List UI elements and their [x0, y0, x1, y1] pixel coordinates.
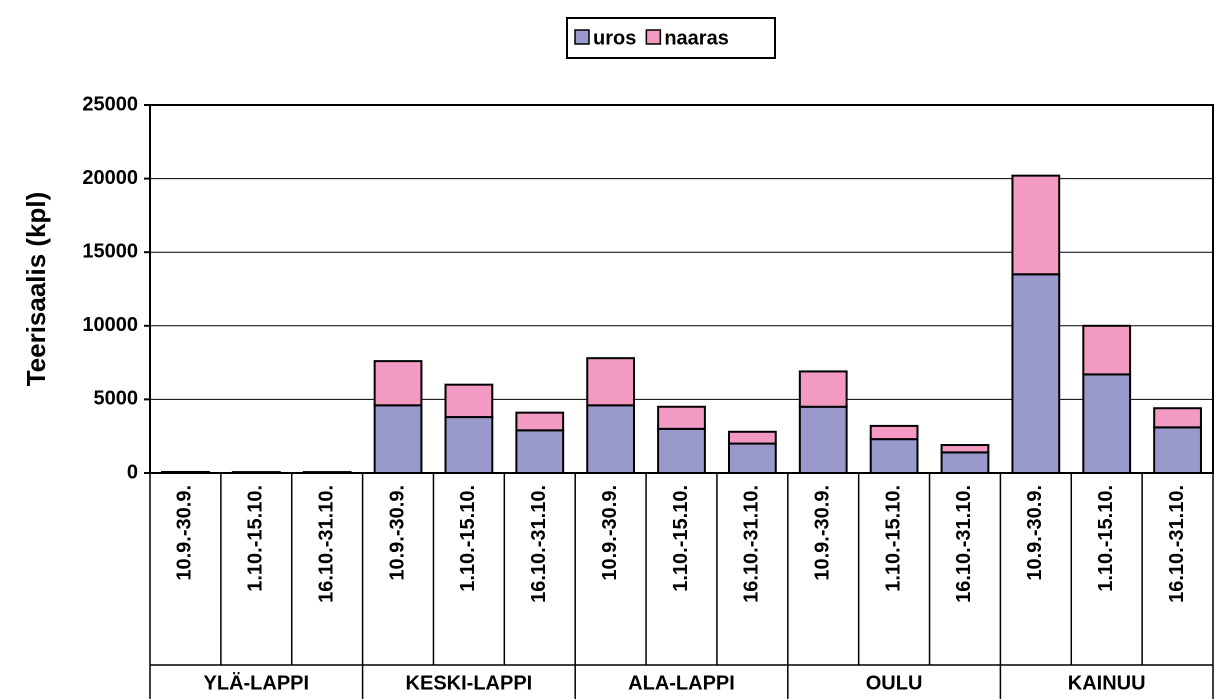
bar-segment [373, 360, 423, 407]
y-tick-label: 25000 [82, 93, 138, 115]
y-tick-label: 10000 [82, 314, 138, 336]
y-tick-label: 5000 [94, 388, 139, 410]
legend-label: uros [593, 27, 636, 49]
bar-segment [727, 430, 777, 445]
bar-segment [798, 405, 848, 475]
bar-segment [1082, 324, 1132, 376]
x-tick-label: 10.9.-30.9. [599, 485, 621, 581]
bar-segment [515, 429, 565, 475]
bar-segment [869, 438, 919, 475]
group-label: ALA-LAPPI [628, 672, 735, 694]
bar-segment [373, 404, 423, 474]
x-tick-label: 1.10.-15.10. [670, 485, 692, 592]
bar-segment [1011, 273, 1061, 474]
x-tick-label: 16.10.-31.10. [528, 485, 550, 603]
bar-segment [586, 404, 636, 474]
group-label: KAINUU [1068, 672, 1146, 694]
y-tick-label: 20000 [82, 167, 138, 189]
x-tick-label: 16.10.-31.10. [1166, 485, 1188, 603]
x-tick-label: 16.10.-31.10. [741, 485, 763, 603]
legend-label: naaras [664, 27, 729, 49]
group-label: KESKI-LAPPI [406, 672, 533, 694]
group-label: OULU [866, 672, 923, 694]
bar-segment [1082, 373, 1132, 475]
x-tick-label: 1.10.-15.10. [882, 485, 904, 592]
x-tick-label: 16.10.-31.10. [953, 485, 975, 603]
x-tick-label: 10.9.-30.9. [174, 485, 196, 581]
bar-segment [1153, 407, 1202, 429]
bar-segment [727, 442, 777, 474]
bar-segment [869, 424, 919, 441]
legend-box [566, 17, 776, 59]
bar-segment [515, 411, 565, 432]
x-tick-label: 1.10.-15.10. [1095, 485, 1117, 592]
x-tick-label: 1.10.-15.10. [457, 485, 479, 592]
bar-segment [657, 405, 706, 430]
bar-segment [1153, 426, 1202, 475]
x-tick-label: 1.10.-15.10. [245, 485, 267, 592]
x-tick-label: 10.9.-30.9. [1024, 485, 1046, 581]
bar-segment [657, 427, 706, 474]
bar-segment [444, 416, 494, 474]
group-label: YLÄ-LAPPI [204, 671, 310, 694]
legend-swatch [574, 29, 590, 45]
x-tick-label: 16.10.-31.10. [315, 485, 337, 603]
legend-swatch [645, 29, 662, 45]
x-tick-label: 10.9.-30.9. [812, 485, 834, 581]
y-tick-label: 0 [127, 461, 138, 483]
bar-segment [586, 357, 636, 407]
bar-segment [798, 370, 848, 408]
bar-segment [940, 444, 990, 454]
bar-segment [1011, 174, 1061, 276]
y-axis-label: Teerisaalis (kpl) [21, 192, 51, 387]
bar-segment [940, 451, 990, 474]
y-tick-label: 15000 [82, 240, 138, 262]
x-tick-label: 10.9.-30.9. [386, 485, 408, 581]
bar-segment [444, 383, 494, 419]
